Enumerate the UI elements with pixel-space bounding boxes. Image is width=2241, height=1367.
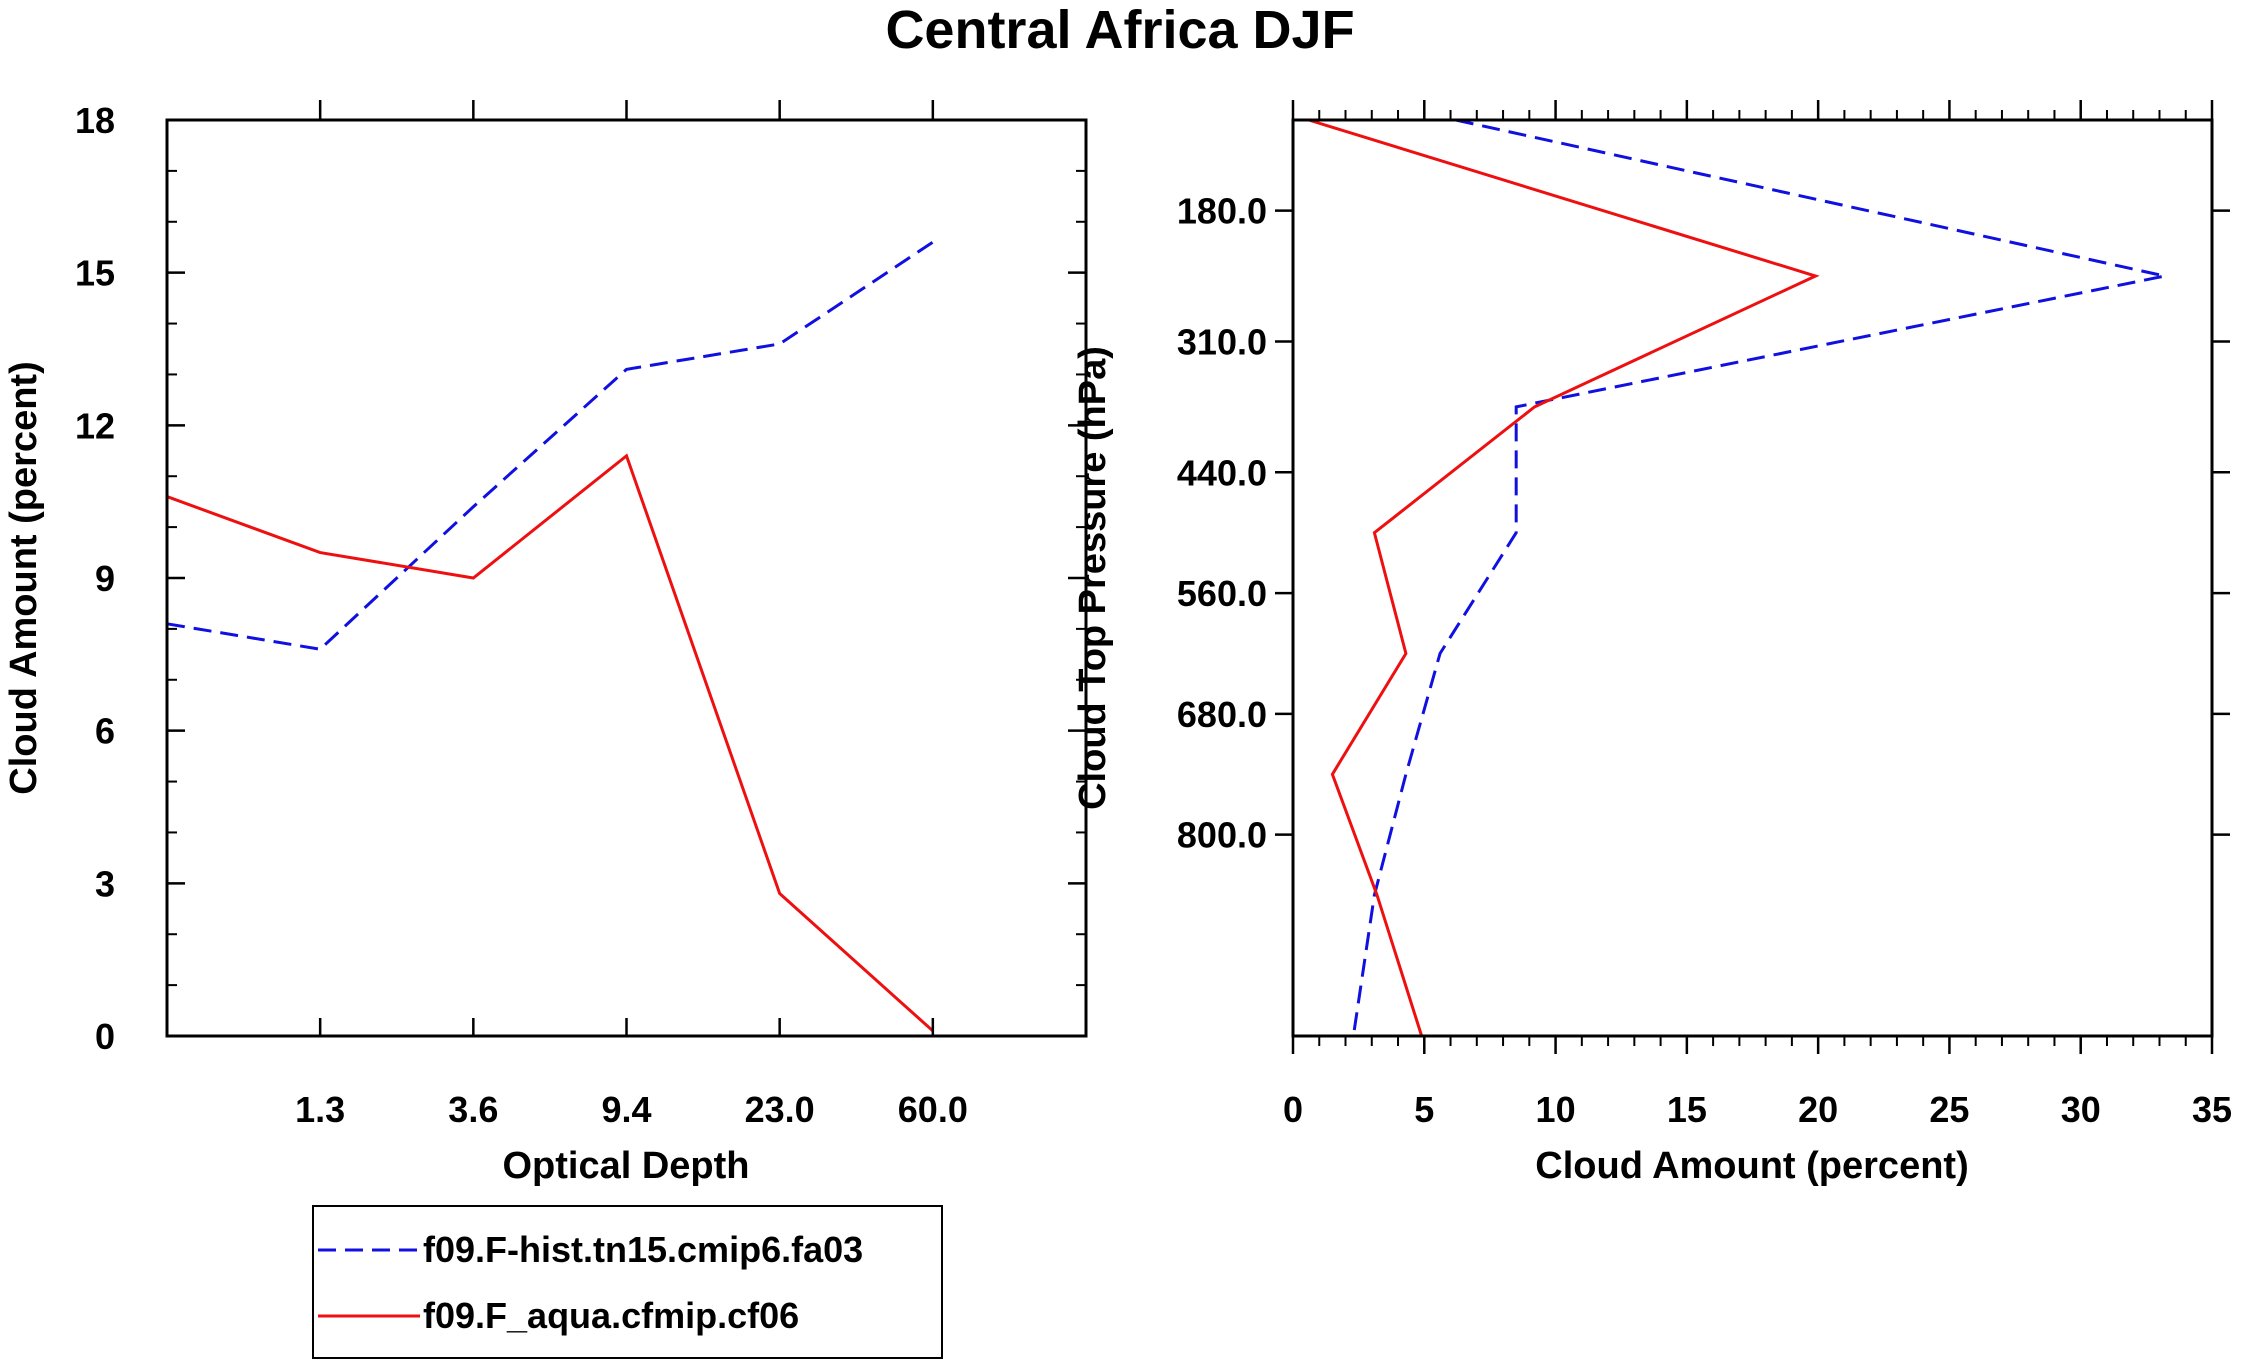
- optical-depth-panel: 0 3 6 9 12 15 18 1.3 3.6 9.4 23.0 60.0 Optical Dep…: [3, 100, 1088, 1187]
- right-ytick-label: 440.0: [1177, 452, 1267, 493]
- left-ytick-label: 3: [95, 863, 115, 904]
- left-series-fa03-line: [166, 240, 934, 651]
- right-xtick-label: 5: [1414, 1089, 1434, 1130]
- right-xtick-label: 20: [1798, 1089, 1838, 1130]
- left-x-axis-ticks: 1.3 3.6 9.4 23.0 60.0: [295, 100, 968, 1130]
- legend-box: [312, 1205, 943, 1359]
- chart-title: Central Africa DJF: [885, 0, 1354, 60]
- right-x-axis-ticks: 0 5 10 15 20 25 30 35: [1283, 100, 2232, 1130]
- legend-label-fa03: f09.F-hist.tn15.cmip6.fa03: [423, 1229, 863, 1270]
- right-xtick-label: 15: [1667, 1089, 1707, 1130]
- left-ytick-label: 18: [75, 100, 115, 141]
- left-y-axis-label: Cloud Amount (percent): [3, 361, 45, 794]
- right-y-axis-label: Cloud Top Pressure (hPa): [1072, 346, 1114, 810]
- left-ytick-label: 6: [95, 711, 115, 752]
- left-ytick-label: 12: [75, 405, 115, 446]
- left-xtick-label: 9.4: [601, 1089, 651, 1130]
- right-ytick-label: 800.0: [1177, 815, 1267, 856]
- legend: f09.F-hist.tn15.cmip6.fa03 f09.F_aqua.cf…: [312, 1205, 943, 1359]
- right-xtick-label: 10: [1536, 1089, 1576, 1130]
- left-plot-frame: [165, 118, 1088, 1038]
- left-xtick-label: 1.3: [295, 1089, 345, 1130]
- left-series-cf06-line: [166, 453, 934, 1033]
- left-x-axis-label: Optical Depth: [502, 1145, 749, 1187]
- right-xtick-label: 0: [1283, 1089, 1303, 1130]
- right-plot-frame: [1291, 118, 2214, 1038]
- left-series-lines: [166, 240, 934, 1033]
- left-ytick-label: 15: [75, 253, 115, 294]
- right-y-axis-ticks: 180.0 310.0 440.0 560.0 680.0 800.0: [1177, 191, 2230, 856]
- right-series-lines: [1308, 118, 2166, 1037]
- right-ytick-label: 310.0: [1177, 321, 1267, 362]
- right-ytick-label: 680.0: [1177, 694, 1267, 735]
- right-ytick-label: 180.0: [1177, 191, 1267, 232]
- left-ytick-label: 0: [95, 1016, 115, 1057]
- right-ytick-label: 560.0: [1177, 573, 1267, 614]
- left-ytick-label: 9: [95, 558, 115, 599]
- left-xtick-label: 60.0: [898, 1089, 968, 1130]
- left-xtick-label: 3.6: [448, 1089, 498, 1130]
- right-xtick-label: 25: [1929, 1089, 1969, 1130]
- right-xtick-label: 30: [2061, 1089, 2101, 1130]
- legend-label-cf06: f09.F_aqua.cfmip.cf06: [423, 1295, 799, 1336]
- pressure-profile-panel: 180.0 310.0 440.0 560.0 680.0 800.0 0 5 10 15 20 2…: [1072, 100, 2232, 1187]
- left-y-axis-ticks: 0 3 6 9 12 15 18: [75, 100, 1086, 1057]
- right-x-axis-label: Cloud Amount (percent): [1535, 1145, 1968, 1187]
- left-xtick-label: 23.0: [745, 1089, 815, 1130]
- right-series-cf06-line: [1308, 118, 1820, 1037]
- right-xtick-label: 35: [2192, 1089, 2232, 1130]
